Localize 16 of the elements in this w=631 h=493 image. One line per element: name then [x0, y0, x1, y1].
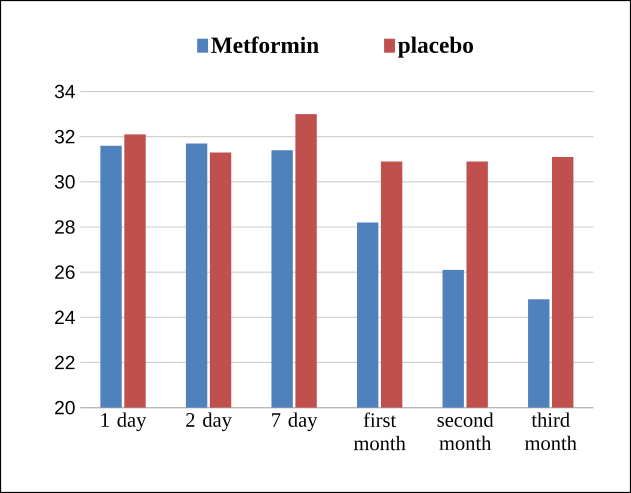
y-tick-label: 30	[54, 175, 75, 189]
y-tick-label: 28	[55, 220, 75, 234]
x-tick-label: 2 day	[186, 412, 232, 432]
x-tick-label: first month	[354, 412, 406, 450]
x-tick-label: third month	[524, 412, 577, 450]
x-tick-label: 1 day	[101, 412, 146, 432]
y-tick-label: 20	[55, 400, 75, 414]
x-tick-label: 7 day	[272, 412, 318, 432]
x-tick-label: second month	[438, 412, 494, 450]
legend-label: placebo	[398, 36, 473, 58]
legend-label: Metformin	[211, 36, 319, 54]
y-tick-label: 22	[55, 356, 74, 370]
y-tick-label: 26	[55, 265, 75, 279]
y-tick-label: 24	[55, 310, 75, 324]
y-tick-label: 32	[54, 130, 74, 144]
y-tick-label: 34	[54, 84, 75, 98]
